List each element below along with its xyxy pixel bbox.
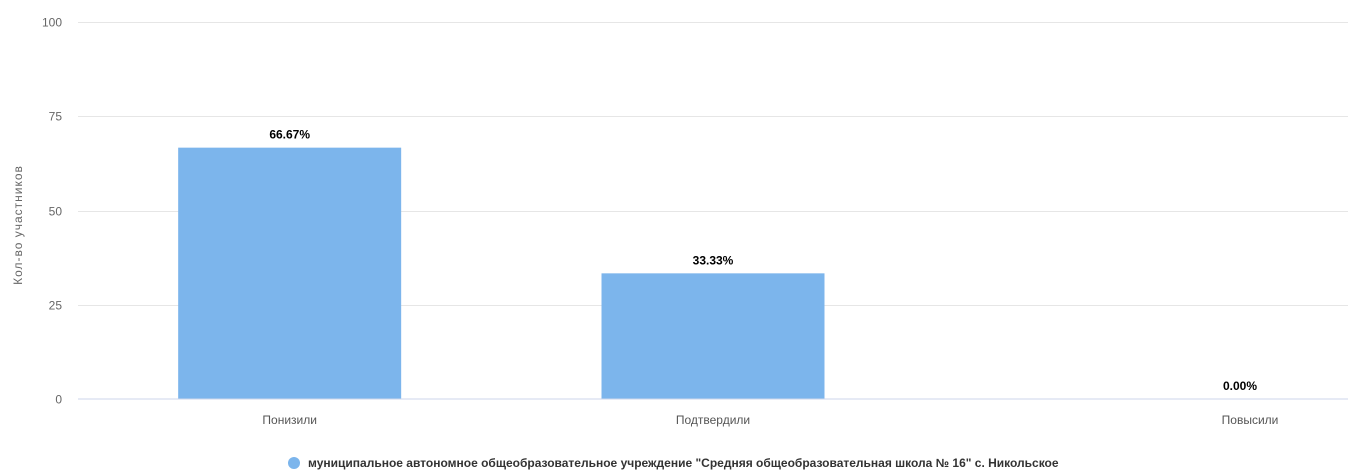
y-tick-label: 75: [49, 110, 63, 124]
data-label-0: 66.67%: [269, 128, 310, 142]
bar-0[interactable]: [178, 147, 402, 399]
bar-1[interactable]: [601, 273, 825, 399]
legend[interactable]: муниципальное автономное общеобразовател…: [288, 456, 1059, 470]
x-axis-category-labels: Понизили Подтвердили Повысили: [262, 413, 1278, 427]
data-label-1: 33.33%: [693, 253, 734, 267]
legend-item-label[interactable]: муниципальное автономное общеобразовател…: [308, 456, 1059, 470]
y-axis-tick-labels: 0 25 50 75 100: [42, 16, 62, 407]
x-category-label-1: Подтвердили: [676, 413, 750, 427]
y-tick-label: 100: [42, 16, 62, 30]
y-tick-label: 0: [55, 393, 62, 407]
data-labels: 66.67% 33.33% 0.00%: [269, 128, 1257, 393]
data-label-2: 0.00%: [1223, 379, 1257, 393]
y-axis-title: Кол-во участников: [11, 165, 25, 285]
y-tick-label: 50: [49, 205, 63, 219]
x-category-label-0: Понизили: [262, 413, 317, 427]
x-category-label-2: Повысили: [1222, 413, 1279, 427]
bars: [178, 147, 825, 399]
y-tick-label: 25: [49, 299, 63, 313]
legend-marker-icon: [288, 457, 300, 469]
